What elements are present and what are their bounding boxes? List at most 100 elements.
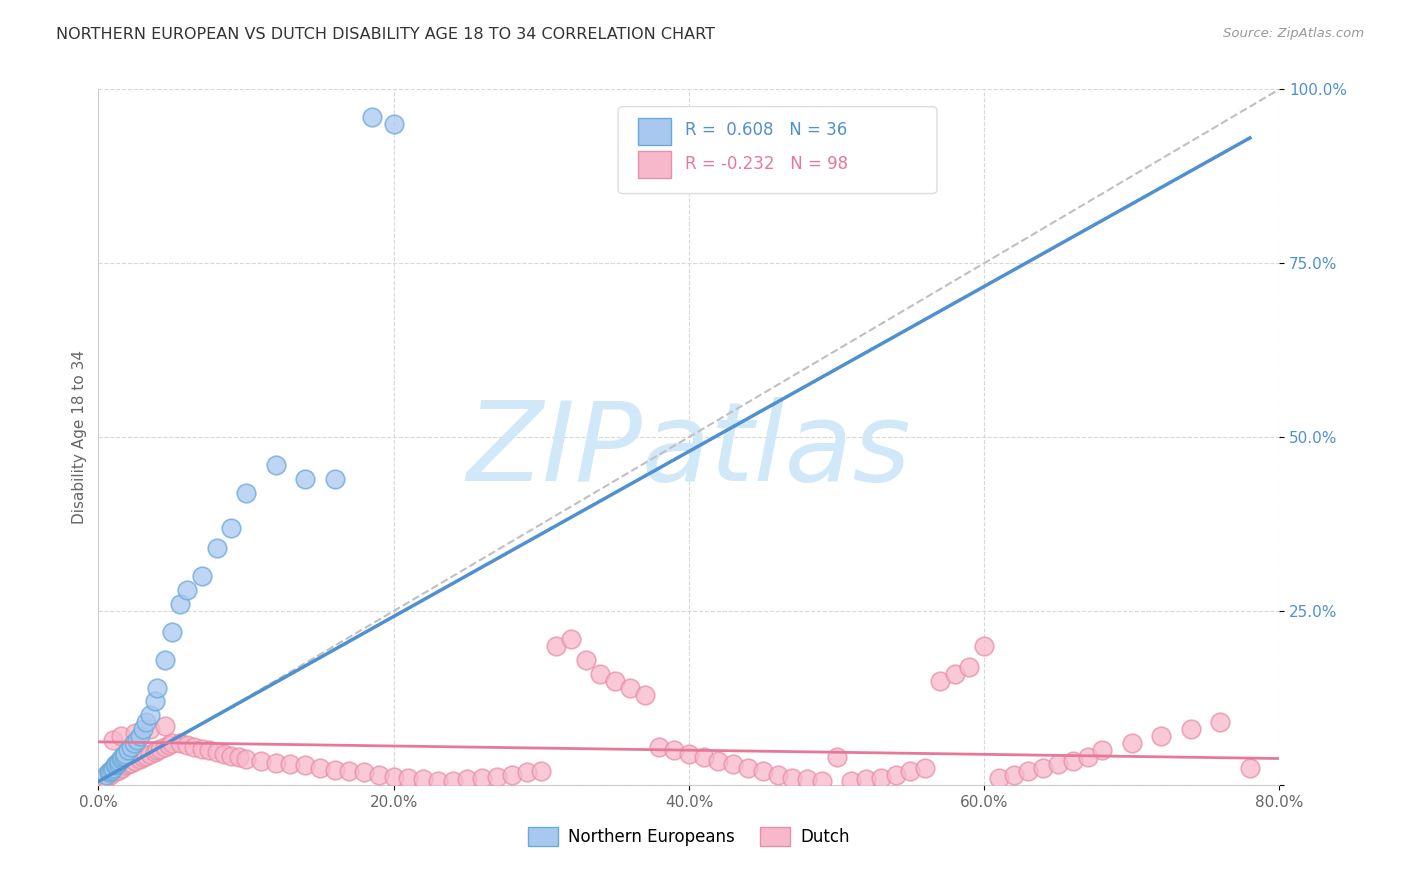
Point [560,632,582,646]
Text: R = -0.232   N = 98: R = -0.232 N = 98 [685,155,849,173]
Point [1032,760,1054,774]
Point [294,472,316,486]
Point [855,772,877,787]
Point [169,597,191,611]
Point [398,771,420,785]
Point [1062,754,1084,768]
Point [1077,750,1099,764]
Point [900,764,922,778]
Point [157,738,180,752]
Bar [638,151,671,178]
Point [360,110,382,124]
Point [100,763,122,777]
Point [929,673,952,688]
Text: Source: ZipAtlas.com: Source: ZipAtlas.com [1223,27,1364,40]
Point [205,745,228,759]
Point [471,771,494,785]
Point [1180,723,1202,737]
Point [1046,757,1070,772]
Point [139,723,162,737]
Point [1239,760,1261,774]
Point [1002,767,1025,781]
Point [323,472,346,486]
Point [973,639,995,653]
Point [1209,715,1232,730]
Text: NORTHERN EUROPEAN VS DUTCH DISABILITY AGE 18 TO 34 CORRELATION CHART: NORTHERN EUROPEAN VS DUTCH DISABILITY AG… [56,27,716,42]
Point [120,756,142,770]
Point [752,764,775,778]
Point [264,458,287,472]
Bar [638,119,671,145]
Point [250,754,273,768]
Point [117,757,139,772]
Point [575,653,598,667]
Point [120,739,142,754]
Point [870,771,893,785]
Point [111,750,134,764]
Point [707,754,730,768]
Point [149,741,172,756]
Point [841,774,863,789]
Point [125,732,148,747]
Point [796,772,818,787]
Point [132,723,155,737]
Point [441,774,464,789]
Point [737,760,759,774]
Point [664,743,686,757]
Point [486,770,509,784]
Point [382,770,405,784]
Text: ZIPatlas: ZIPatlas [467,398,911,505]
Point [146,743,169,757]
Point [117,743,139,757]
Point [153,653,176,667]
Point [105,764,128,778]
Point [368,767,391,781]
Point [162,624,183,639]
Point [108,763,131,777]
Point [648,739,671,754]
Point [122,736,145,750]
Point [107,756,129,770]
FancyBboxPatch shape [619,106,936,194]
Point [914,760,936,774]
Point [191,569,214,583]
Point [135,748,157,763]
Point [1018,764,1040,778]
Point [412,772,434,787]
Point [264,756,287,770]
Point [988,771,1011,785]
Point [104,758,127,772]
Point [619,681,641,695]
Point [198,743,221,757]
Text: R =  0.608   N = 36: R = 0.608 N = 36 [685,121,848,139]
Point [128,751,150,765]
Point [825,750,848,764]
Point [132,750,155,764]
Point [94,771,117,785]
Point [235,485,257,500]
Point [98,767,121,781]
Point [94,767,117,781]
Point [353,765,375,780]
Point [723,757,745,772]
Point [114,758,136,772]
Point [153,739,176,754]
Point [169,736,191,750]
Point [516,765,538,780]
Point [176,738,198,752]
Point [943,666,966,681]
Point [105,757,128,772]
Y-axis label: Disability Age 18 to 34: Disability Age 18 to 34 [72,350,87,524]
Point [139,747,162,761]
Point [339,764,361,778]
Point [191,741,214,756]
Point [634,688,657,702]
Point [605,673,627,688]
Point [98,764,121,778]
Point [111,760,134,774]
Point [228,750,250,764]
Point [162,736,183,750]
Point [124,754,146,768]
Point [103,765,125,780]
Point [135,715,157,730]
